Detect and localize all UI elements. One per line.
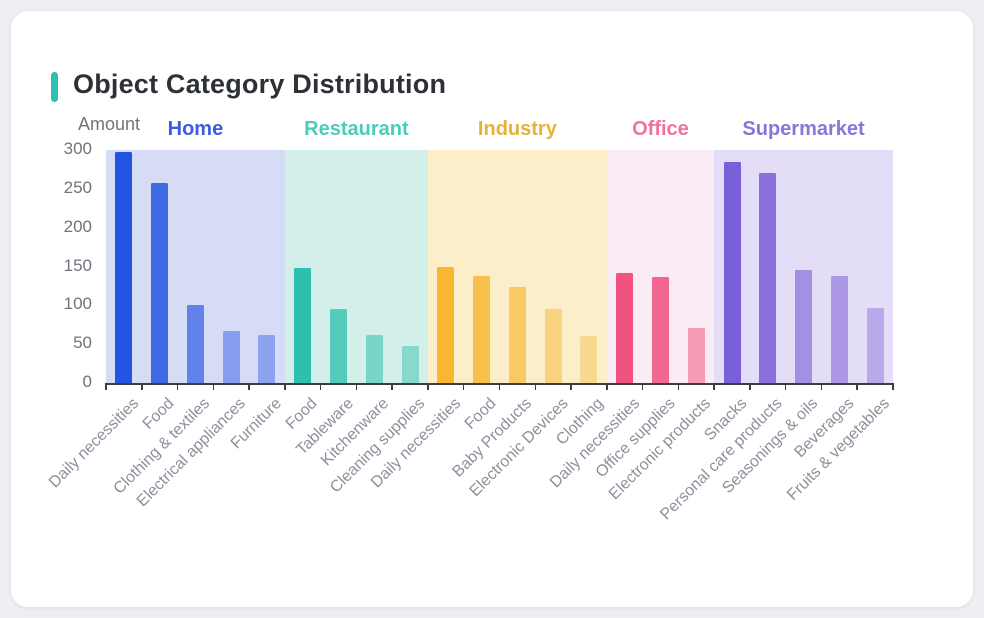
- bar-office-office-supplies: [651, 276, 669, 383]
- x-axis-tick: [355, 385, 358, 390]
- y-axis-title: Amount: [78, 114, 141, 134]
- bar-home-furniture: [258, 334, 276, 383]
- x-axis-tick: [462, 385, 465, 390]
- x-axis-tick: [498, 385, 501, 390]
- group-label-office: Office: [632, 118, 689, 140]
- bar-office-daily-necessities: [616, 273, 634, 383]
- x-axis-tick: [105, 385, 107, 390]
- bar-industry-electronic-devices: [544, 309, 562, 383]
- bar-home-daily-necessities: [115, 151, 133, 383]
- bar-home-food: [151, 182, 169, 383]
- group-label-restaurant: Restaurant: [304, 118, 409, 140]
- x-axis-tick: [570, 385, 572, 390]
- title-accent-bar: [51, 72, 58, 102]
- y-axis-tick-label: 250: [63, 177, 92, 197]
- x-axis-tick: [784, 385, 787, 390]
- x-axis-tick: [176, 385, 179, 390]
- x-axis-tick: [677, 385, 680, 390]
- y-axis-tick-label: 150: [63, 255, 92, 275]
- y-axis-tick-label: 50: [73, 333, 92, 353]
- bar-supermarket-snacks: [723, 161, 741, 383]
- bar-office-electronic-products: [687, 327, 705, 383]
- y-axis-tick-label: 100: [63, 294, 92, 314]
- bar-restaurant-cleaning-supplies: [401, 345, 419, 383]
- x-axis-tick: [534, 385, 537, 390]
- bar-home-clothing-textiles: [186, 305, 204, 383]
- x-axis-tick: [749, 385, 751, 390]
- x-axis-tick: [284, 385, 286, 390]
- bar-restaurant-kitchenware: [365, 334, 383, 383]
- bar-industry-baby-products: [508, 286, 526, 383]
- x-axis-tick: [820, 385, 823, 390]
- x-axis-tick: [248, 385, 250, 390]
- y-axis-tick-label: 300: [63, 139, 92, 158]
- group-label-home: Home: [167, 118, 224, 140]
- x-axis-tick: [427, 385, 429, 390]
- x-axis-tick: [141, 385, 143, 390]
- y-axis-tick-label: 0: [82, 372, 92, 391]
- bar-supermarket-beverages: [830, 275, 848, 383]
- x-axis-tick: [212, 385, 215, 390]
- x-axis-tick: [319, 385, 322, 390]
- x-axis-tick: [856, 385, 858, 390]
- page-title: Object Category Distribution: [73, 69, 447, 99]
- bar-supermarket-personal-care-products: [759, 173, 777, 383]
- x-axis-tick: [391, 385, 393, 390]
- bar-industry-daily-necessities: [437, 266, 455, 383]
- bar-home-electrical-appliances: [222, 330, 240, 383]
- bar-industry-clothing: [580, 335, 598, 383]
- bar-restaurant-tableware: [330, 309, 348, 383]
- group-label-industry: Industry: [477, 118, 557, 140]
- x-axis-tick: [641, 385, 644, 390]
- bar-industry-food: [473, 275, 491, 383]
- y-axis-tick-label: 200: [63, 216, 92, 236]
- bar-supermarket-fruits-vegetables: [866, 307, 884, 383]
- bar-restaurant-food: [294, 268, 312, 383]
- bar-supermarket-seasonings-oils: [795, 269, 813, 383]
- group-label-supermarket: Supermarket: [742, 118, 865, 140]
- x-axis-tick: [713, 385, 715, 390]
- x-axis-tick: [606, 385, 608, 390]
- x-axis-tick: [892, 385, 894, 390]
- x-axis-line: [105, 383, 894, 385]
